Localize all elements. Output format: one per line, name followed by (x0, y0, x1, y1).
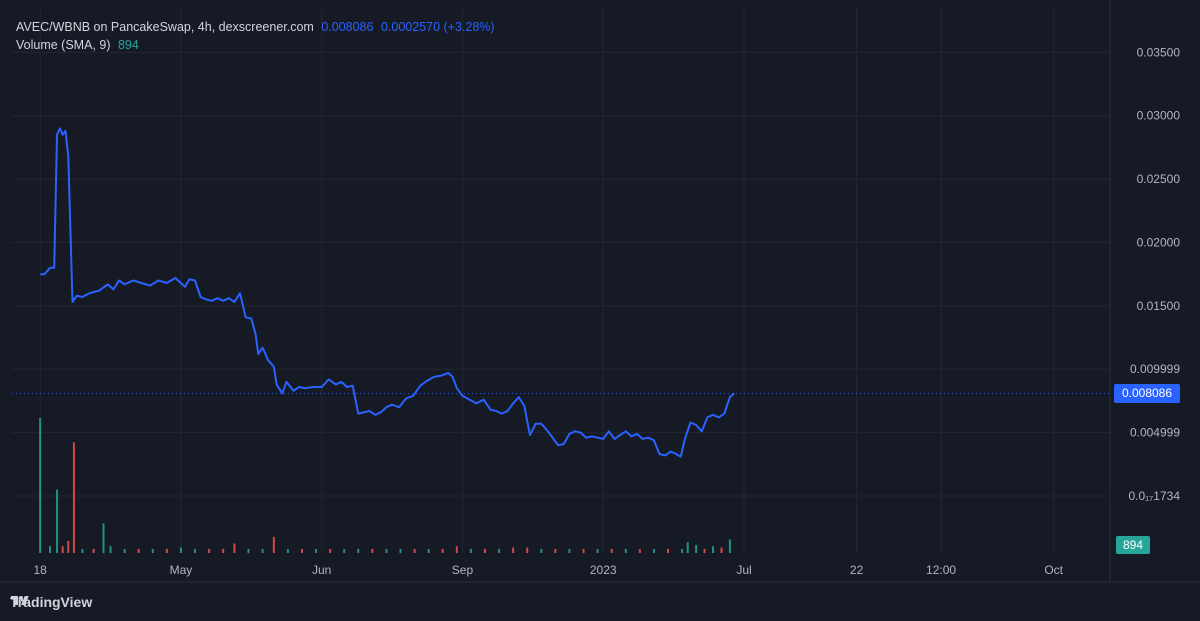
volume-bar (61, 546, 64, 553)
y-tick-label: 0.004999 (1130, 426, 1180, 440)
volume-bar (123, 548, 126, 553)
volume-bar (652, 548, 655, 553)
volume-bar (233, 543, 236, 553)
volume-bar (247, 548, 250, 553)
legend-row-price: AVEC/WBNB on PancakeSwap, 4h, dexscreene… (16, 18, 499, 36)
volume-bar (194, 548, 196, 553)
volume-bar (261, 548, 264, 553)
volume-bar (582, 548, 585, 553)
volume-bar (413, 548, 416, 553)
legend-price: 0.008086 (321, 20, 374, 34)
volume-bar (39, 418, 42, 553)
volume-bar (638, 548, 641, 553)
volume-bar (596, 548, 599, 553)
volume-bar (540, 548, 543, 553)
x-tick-label: Jun (312, 563, 331, 577)
volume-bar (610, 548, 613, 553)
volume-tag: 894 (1116, 536, 1150, 554)
volume-bar (469, 548, 472, 553)
volume-bar (343, 548, 346, 553)
volume-bar (441, 548, 444, 553)
y-tick-label: 0.02500 (1137, 172, 1181, 186)
x-tick-label: May (170, 563, 193, 577)
volume-bar (179, 547, 182, 553)
legend-row-volume: Volume (SMA, 9) 894 (16, 36, 499, 54)
volume-bar (300, 548, 303, 553)
volume-bar (455, 546, 458, 553)
y-tick-label: 0.0₁₇1734 (1128, 489, 1180, 503)
pair-info: AVEC/WBNB on PancakeSwap, 4h, dexscreene… (16, 20, 314, 34)
volume-bar (208, 548, 211, 553)
y-tick-label: 0.009999 (1130, 362, 1180, 376)
y-tick-label: 0.03500 (1137, 45, 1181, 59)
volume-bar (165, 548, 168, 553)
volume-bar (102, 523, 105, 553)
volume-bar (92, 548, 95, 553)
volume-bar (526, 547, 529, 553)
volume-bar (385, 548, 388, 553)
y-tick-label: 0.02000 (1137, 235, 1181, 249)
volume-value: 894 (117, 38, 139, 52)
volume-bar (498, 548, 501, 553)
legend-change: 0.0002570 (+3.28%) (380, 20, 495, 34)
volume-bar (315, 548, 318, 553)
volume-bar (286, 548, 289, 553)
legend: AVEC/WBNB on PancakeSwap, 4h, dexscreene… (16, 18, 499, 54)
volume-bar (357, 548, 360, 553)
volume-bar (512, 547, 515, 553)
x-tick-label: 22 (850, 563, 864, 577)
x-tick-label: Sep (452, 563, 474, 577)
volume-bar (728, 539, 731, 553)
volume-bar (222, 548, 225, 553)
volume-bar (554, 548, 557, 553)
x-tick-label: 18 (33, 563, 47, 577)
volume-bar (151, 548, 154, 553)
y-tick-label: 0.01500 (1137, 299, 1181, 313)
volume-bar (72, 442, 75, 553)
volume-bar (686, 542, 689, 553)
current-price-tag: 0.008086 (1114, 383, 1180, 403)
volume-bar (399, 548, 402, 553)
volume-bar (272, 536, 275, 553)
volume-label: Volume (SMA, 9) (16, 38, 111, 52)
volume-bar (666, 548, 669, 553)
volume-bar (568, 548, 571, 553)
volume-bar (56, 489, 59, 553)
tradingview-logo-icon (11, 596, 29, 605)
volume-bar (427, 548, 430, 553)
x-tick-label: Oct (1044, 563, 1063, 577)
volume-bar (695, 544, 698, 553)
brand-name: TradingView (10, 594, 93, 610)
y-tick-label: 0.03000 (1137, 109, 1181, 123)
volume-bar (137, 548, 140, 553)
volume-bar (371, 548, 374, 553)
price-series-line (40, 127, 735, 458)
volume-bar (329, 548, 332, 553)
volume-bar (624, 548, 627, 553)
volume-bar (720, 547, 723, 553)
volume-bar (712, 546, 715, 553)
volume-bar (681, 548, 684, 553)
volume-bar (81, 548, 84, 553)
x-tick-label: 2023 (590, 563, 617, 577)
tradingview-brand[interactable]: TradingView (10, 594, 92, 610)
x-tick-label: Jul (736, 563, 751, 577)
volume-bar (703, 548, 706, 553)
volume-bar (67, 540, 70, 553)
volume-bar (483, 548, 486, 553)
x-tick-label: 12:00 (926, 563, 956, 577)
volume-bar (109, 546, 112, 553)
volume-bar (49, 546, 52, 553)
